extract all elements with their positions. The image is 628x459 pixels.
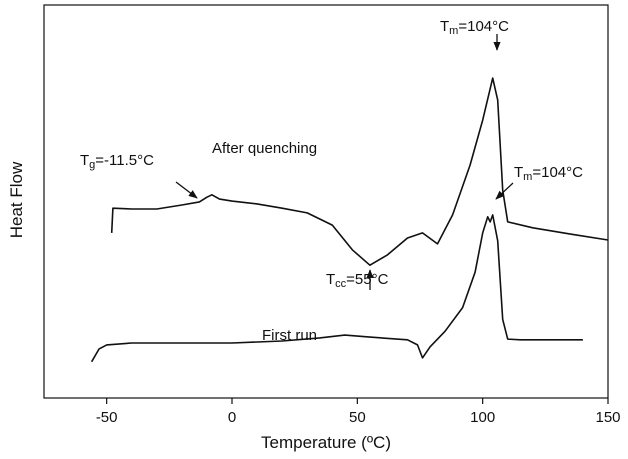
annotation: Tcc=55°C	[326, 271, 389, 290]
x-tick-label: 50	[349, 409, 366, 426]
annotation-sub: m	[523, 171, 532, 183]
annotation-base: T	[326, 271, 335, 288]
x-tick-label: 100	[470, 409, 495, 426]
series-line	[110, 77, 609, 266]
arrow	[495, 182, 514, 200]
annotation-base: T	[80, 152, 89, 169]
annotation-base: T	[514, 164, 523, 181]
annotation: Tm=104°C	[440, 18, 509, 37]
annotation-sub: m	[449, 25, 458, 37]
annotation-rest: =104°C	[458, 18, 509, 35]
series-line	[90, 214, 583, 363]
series-label: After quenching	[212, 140, 317, 157]
annotation: Tg=-11.5°C	[80, 152, 154, 171]
annotation-base: T	[440, 18, 449, 35]
arrow	[175, 181, 198, 199]
plot-frame	[43, 4, 609, 399]
annotation-sub: cc	[335, 278, 347, 290]
annotation-rest: =55°C	[346, 271, 388, 288]
x-axis-label: Temperature (ºC)	[261, 433, 391, 452]
x-tick-label: 0	[228, 409, 236, 426]
annotation-rest: =104°C	[532, 164, 583, 181]
annotation: Tm=104°C	[514, 164, 583, 183]
x-tick-label: 150	[595, 409, 620, 426]
annotation-sub: g	[89, 159, 95, 171]
y-axis-label: Heat Flow	[7, 161, 26, 238]
annotation-rest: =-11.5°C	[95, 152, 154, 169]
x-tick-label: -50	[96, 409, 118, 426]
